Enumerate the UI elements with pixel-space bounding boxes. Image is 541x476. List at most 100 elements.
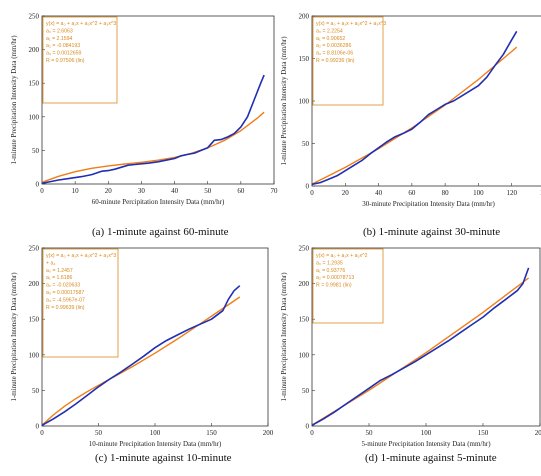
y-axis-label: 1-minute Precipitation Intensity Data (m… (280, 36, 288, 166)
fit-equation-line: + a₄ (46, 260, 55, 266)
fit-equation-line: a₃ = 0.0012659 (46, 51, 82, 57)
x-tick-label: 150 (206, 429, 217, 437)
y-tick-label: 200 (29, 46, 40, 54)
y-tick-label: 100 (29, 351, 40, 359)
plot-area (311, 247, 541, 427)
y-tick-label: 0 (36, 181, 40, 189)
chart-svg: 0 20 40 60 80 100 120 140 0 50 100 150 200 30-minute … (280, 13, 541, 208)
chart-caption: (c) 1-minute against 10-minute (95, 452, 232, 464)
plot-area (311, 15, 541, 187)
x-tick-label: 150 (478, 429, 489, 437)
x-tick-label: 200 (535, 429, 541, 437)
fit-equation-line: R = 0.97506 (lin) (46, 58, 85, 64)
fit-equation-line: R = 0.99236 (lin) (316, 58, 355, 64)
chart-caption: (b) 1-minute against 30-minute (363, 226, 501, 238)
chart-panel: 0 10 20 30 40 50 60 70 0 50 100 150 200 250 60-minute … (0, 0, 278, 239)
fit-equation-line: a₃ = 8.8106e-06 (316, 51, 353, 57)
y-tick-label: 250 (29, 245, 40, 253)
y-axis-label: 1-minute Precipitation Intensity Data (m… (280, 272, 288, 402)
fit-equation-line: R = 0.9981 (lin) (316, 283, 352, 289)
x-tick-label: 50 (95, 429, 103, 437)
data-series-line (41, 285, 241, 426)
fit-equation-line: a₀ = 1.2457 (46, 268, 73, 274)
y-tick-label: 150 (29, 80, 40, 88)
chart-panel: 0 20 40 60 80 100 120 140 0 50 100 150 200 30-minute … (270, 0, 541, 238)
x-tick-label: 10 (72, 187, 80, 195)
fit-curve-line (311, 46, 518, 185)
y-tick-label: 150 (29, 316, 40, 324)
fit-equation-line: y(x) = a₀ + a₁x + a₂x^2 + a₃x^3 (46, 253, 116, 259)
y-tick-label: 200 (299, 280, 310, 288)
x-tick-label: 0 (40, 187, 44, 195)
x-axis-label: 60-minute Percipitation Intensity Data (… (92, 198, 225, 206)
fit-equation-line: a₁ = 0.93776 (316, 268, 345, 274)
y-tick-label: 150 (299, 55, 310, 63)
x-tick-label: 60 (408, 189, 416, 197)
fit-equation-line: a₀ = 2.6063 (46, 28, 73, 34)
x-tick-label: 0 (40, 429, 44, 437)
fit-equation-line: a₁ = 2.1594 (46, 36, 73, 42)
x-tick-label: 0 (310, 189, 314, 197)
fit-equation-line: a₂ = 0.00078713 (316, 275, 354, 281)
y-tick-label: 50 (32, 387, 40, 395)
y-tick-label: 250 (29, 13, 40, 21)
chart-panel: 0 50 100 150 200 0 50 100 150 200 250 5-minute Prec… (270, 240, 541, 476)
y-tick-label: 0 (306, 183, 310, 191)
x-tick-label: 100 (473, 189, 484, 197)
data-series-line (41, 74, 265, 185)
chart-panel: 0 50 100 150 200 0 50 100 150 200 250 10-minute Pre… (0, 240, 274, 476)
data-series-line (311, 30, 518, 186)
y-tick-label: 0 (36, 423, 40, 431)
chart-caption: (a) 1-minute against 60-minute (92, 226, 229, 238)
x-tick-label: 120 (506, 189, 517, 197)
chart-svg: 0 10 20 30 40 50 60 70 0 50 100 150 200 250 60-minute … (10, 13, 278, 207)
fit-equation-line: a₃ = 0.00017587 (46, 290, 84, 296)
y-axis-label: 1-minute Precipitation Intensity Data (m… (10, 35, 18, 165)
x-axis-label: 5-minute Precipitation Intensity Data (m… (361, 440, 491, 448)
x-tick-label: 200 (263, 429, 274, 437)
x-tick-label: 20 (105, 187, 113, 195)
x-tick-label: 50 (204, 187, 212, 195)
chart-svg: 0 50 100 150 200 0 50 100 150 200 250 10-minute Pre… (10, 245, 274, 449)
fit-equation-line: y(x) = a₀ + a₁x + a₂x^2 + a₃x^3 (46, 21, 116, 27)
y-tick-label: 150 (299, 316, 310, 324)
fit-equation-line: a₀ = 2.2254 (316, 28, 343, 34)
y-tick-label: 250 (299, 245, 310, 253)
fit-equation-line: R = 0.99639 (lin) (46, 305, 85, 311)
y-tick-label: 50 (302, 387, 310, 395)
chart-caption: (d) 1-minute against 5-minute (365, 452, 497, 464)
fit-equation-line: a₂ = 0.0036286 (316, 43, 351, 49)
x-tick-label: 0 (310, 429, 314, 437)
x-axis-label: 10-minute Precipitation Intensity Data (… (89, 440, 222, 448)
fit-equation-box (42, 248, 119, 358)
fit-equation-line: a₁ = 0.90652 (316, 36, 345, 42)
fit-curve-line (41, 111, 265, 183)
y-tick-label: 200 (29, 280, 40, 288)
y-tick-label: 200 (299, 13, 310, 21)
x-tick-label: 20 (342, 189, 350, 197)
fit-equation-line: a₄ = -4.5967e-07 (46, 297, 85, 303)
y-tick-label: 100 (29, 113, 40, 121)
fit-equation-line: a₁ = 1.6186 (46, 275, 73, 281)
fit-equation-line: a₂ = -0.084193 (46, 43, 80, 49)
x-tick-label: 100 (150, 429, 161, 437)
x-tick-label: 50 (366, 429, 374, 437)
fit-equation-line: a₂ = -0.020633 (46, 283, 80, 289)
fit-equation-line: y(x) = a₀ + a₁x + a₂x^2 (316, 253, 368, 259)
x-tick-label: 70 (271, 187, 279, 195)
y-tick-label: 100 (299, 98, 310, 106)
x-tick-label: 140 (540, 189, 541, 197)
fit-equation-box (312, 248, 384, 324)
fit-equation-box (312, 16, 384, 106)
plot-area (41, 15, 275, 185)
chart-svg: 0 50 100 150 200 0 50 100 150 200 250 5-minute Prec… (280, 245, 541, 449)
data-series-line (311, 267, 530, 426)
x-tick-label: 40 (171, 187, 179, 195)
y-tick-label: 0 (306, 423, 310, 431)
y-axis-label: 1-minute Precipitation Intensity Data (m… (10, 272, 18, 402)
x-tick-label: 60 (237, 187, 245, 195)
x-tick-label: 80 (442, 189, 450, 197)
x-tick-label: 30 (138, 187, 146, 195)
x-axis-label: 30-minute Precipitation Intensity Data (… (362, 200, 495, 208)
fit-equation-line: y(x) = a₀ + a₁x + a₂x^2 + a₃x^3 (316, 21, 386, 27)
